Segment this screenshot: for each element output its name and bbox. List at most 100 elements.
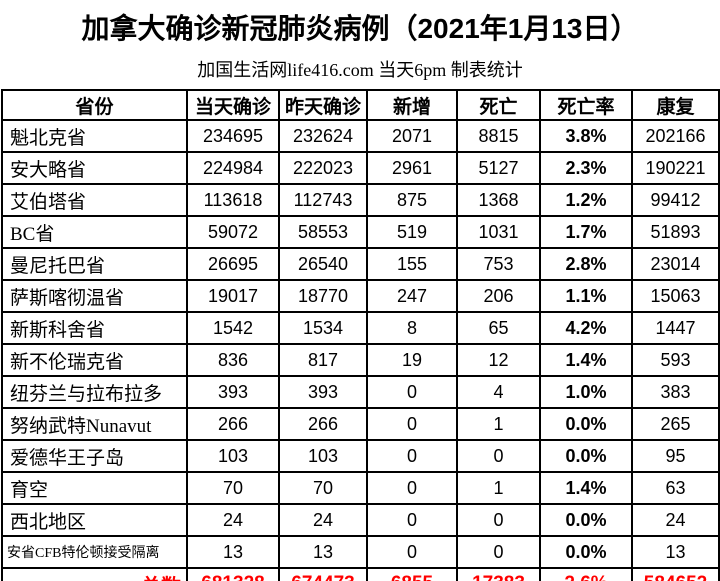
cell-province: BC省: [1, 215, 188, 249]
page-title: 加拿大确诊新冠肺炎病例（2021年1月13日）: [81, 13, 639, 44]
cell-province: 新斯科舍省: [1, 311, 188, 345]
cell-death-rate: 1.1%: [539, 279, 633, 313]
cell-death-rate: 1.4%: [539, 343, 633, 377]
cell-death-rate: 2.8%: [539, 247, 633, 281]
cell-province: 新不伦瑞克省: [1, 343, 188, 377]
cell-today-confirmed: 13: [186, 535, 280, 569]
total-yesterday-confirmed: 674473: [278, 567, 368, 581]
covid-table: 省份 当天确诊 昨天确诊 新增 死亡 死亡率 康复 魁北克省 234695 23…: [1, 89, 720, 581]
cell-deaths: 4: [456, 375, 541, 409]
cell-deaths: 5127: [456, 151, 541, 185]
table-row: 曼尼托巴省 26695 26540 155 753 2.8% 23014: [1, 247, 720, 281]
cell-death-rate: 1.4%: [539, 471, 633, 505]
page-subtitle: 加国生活网life416.com 当天6pm 制表统计: [197, 60, 523, 80]
table-row: 爱德华王子岛 103 103 0 0 0.0% 95: [1, 439, 720, 473]
table-row: 魁北克省 234695 232624 2071 8815 3.8% 202166: [1, 119, 720, 153]
cell-today-confirmed: 836: [186, 343, 280, 377]
cell-yesterday-confirmed: 13: [278, 535, 368, 569]
cell-recovered: 51893: [631, 215, 720, 249]
cell-recovered: 24: [631, 503, 720, 537]
cell-new-cases: 19: [366, 343, 458, 377]
cell-new-cases: 0: [366, 375, 458, 409]
column-header-recovered: 康复: [631, 89, 720, 121]
cell-province: 安省CFB特伦顿接受隔离: [1, 535, 188, 569]
cell-today-confirmed: 1542: [186, 311, 280, 345]
table-row: 安省CFB特伦顿接受隔离 13 13 0 0 0.0% 13: [1, 535, 720, 569]
cell-death-rate: 2.3%: [539, 151, 633, 185]
cell-today-confirmed: 59072: [186, 215, 280, 249]
cell-province: 安大略省: [1, 151, 188, 185]
table-total-row: 总数 681328 674473 6855 17383 2.6% 584652: [1, 567, 720, 581]
cell-deaths: 0: [456, 503, 541, 537]
cell-death-rate: 0.0%: [539, 407, 633, 441]
table-row: 育空 70 70 0 1 1.4% 63: [1, 471, 720, 505]
cell-today-confirmed: 393: [186, 375, 280, 409]
cell-yesterday-confirmed: 112743: [278, 183, 368, 217]
cell-province: 魁北克省: [1, 119, 188, 153]
cell-province: 育空: [1, 471, 188, 505]
cell-recovered: 15063: [631, 279, 720, 313]
cell-new-cases: 155: [366, 247, 458, 281]
cell-new-cases: 247: [366, 279, 458, 313]
cell-yesterday-confirmed: 70: [278, 471, 368, 505]
cell-deaths: 1: [456, 471, 541, 505]
cell-death-rate: 0.0%: [539, 439, 633, 473]
cell-yesterday-confirmed: 222023: [278, 151, 368, 185]
cell-recovered: 99412: [631, 183, 720, 217]
cell-recovered: 23014: [631, 247, 720, 281]
cell-deaths: 206: [456, 279, 541, 313]
cell-province: 纽芬兰与拉布拉多: [1, 375, 188, 409]
cell-yesterday-confirmed: 58553: [278, 215, 368, 249]
table-row: 艾伯塔省 113618 112743 875 1368 1.2% 99412: [1, 183, 720, 217]
column-header-yesterday-confirmed: 昨天确诊: [278, 89, 368, 121]
cell-province: 艾伯塔省: [1, 183, 188, 217]
table-row: 新斯科舍省 1542 1534 8 65 4.2% 1447: [1, 311, 720, 345]
table-row: 萨斯喀彻温省 19017 18770 247 206 1.1% 15063: [1, 279, 720, 313]
cell-death-rate: 4.2%: [539, 311, 633, 345]
cell-recovered: 190221: [631, 151, 720, 185]
cell-province: 努纳武特Nunavut: [1, 407, 188, 441]
cell-death-rate: 1.2%: [539, 183, 633, 217]
cell-yesterday-confirmed: 18770: [278, 279, 368, 313]
column-header-new-cases: 新增: [366, 89, 458, 121]
cell-deaths: 0: [456, 535, 541, 569]
cell-new-cases: 519: [366, 215, 458, 249]
table-row: 安大略省 224984 222023 2961 5127 2.3% 190221: [1, 151, 720, 185]
total-new-cases: 6855: [366, 567, 458, 581]
cell-province: 西北地区: [1, 503, 188, 537]
cell-today-confirmed: 224984: [186, 151, 280, 185]
column-header-today-confirmed: 当天确诊: [186, 89, 280, 121]
cell-recovered: 95: [631, 439, 720, 473]
column-header-province: 省份: [1, 89, 188, 121]
cell-yesterday-confirmed: 266: [278, 407, 368, 441]
cell-new-cases: 0: [366, 535, 458, 569]
cell-province: 萨斯喀彻温省: [1, 279, 188, 313]
cell-death-rate: 1.7%: [539, 215, 633, 249]
total-deaths: 17383: [456, 567, 541, 581]
cell-yesterday-confirmed: 26540: [278, 247, 368, 281]
cell-today-confirmed: 266: [186, 407, 280, 441]
total-recovered: 584652: [631, 567, 720, 581]
column-header-deaths: 死亡: [456, 89, 541, 121]
cell-deaths: 8815: [456, 119, 541, 153]
total-death-rate: 2.6%: [539, 567, 633, 581]
cell-new-cases: 2071: [366, 119, 458, 153]
total-label: 总数: [1, 567, 188, 581]
cell-deaths: 65: [456, 311, 541, 345]
table-row: BC省 59072 58553 519 1031 1.7% 51893: [1, 215, 720, 249]
cell-deaths: 1: [456, 407, 541, 441]
cell-today-confirmed: 24: [186, 503, 280, 537]
cell-new-cases: 2961: [366, 151, 458, 185]
cell-recovered: 1447: [631, 311, 720, 345]
cell-recovered: 202166: [631, 119, 720, 153]
cell-new-cases: 8: [366, 311, 458, 345]
cell-today-confirmed: 26695: [186, 247, 280, 281]
cell-death-rate: 0.0%: [539, 535, 633, 569]
cell-yesterday-confirmed: 232624: [278, 119, 368, 153]
table-row: 新不伦瑞克省 836 817 19 12 1.4% 593: [1, 343, 720, 377]
cell-deaths: 1031: [456, 215, 541, 249]
cell-new-cases: 0: [366, 407, 458, 441]
cell-new-cases: 0: [366, 439, 458, 473]
cell-death-rate: 0.0%: [539, 503, 633, 537]
